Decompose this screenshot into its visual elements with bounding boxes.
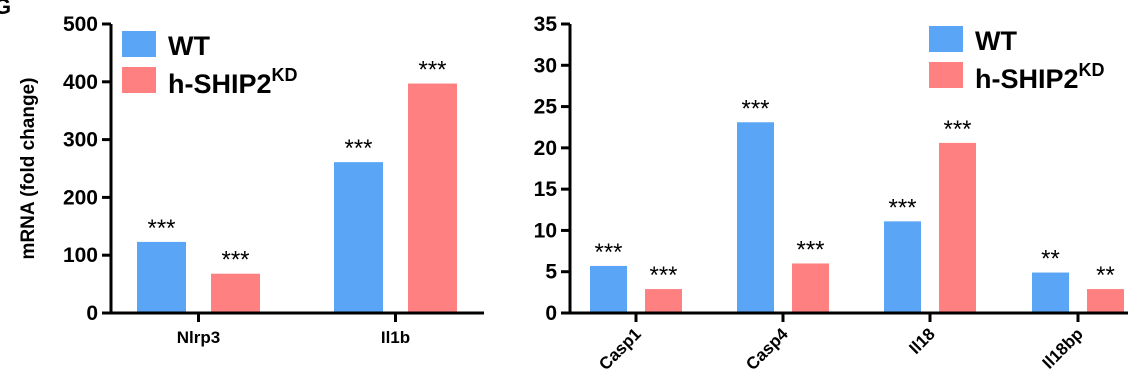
y-tick-label: 300 bbox=[63, 129, 98, 152]
x-tick-label: Casp1 bbox=[595, 324, 645, 374]
legend-label-wt: WT bbox=[168, 31, 210, 61]
bar-wt-casp4 bbox=[737, 122, 774, 313]
significance-label: *** bbox=[796, 236, 824, 263]
x-tick-label: Il18bp bbox=[1039, 324, 1087, 372]
significance-label: *** bbox=[594, 239, 622, 266]
bar-wt-il1b bbox=[334, 162, 383, 313]
legend-label-wt: WT bbox=[975, 26, 1017, 56]
significance-label: ** bbox=[1041, 246, 1060, 273]
significance-label: *** bbox=[741, 95, 769, 122]
y-tick-label: 15 bbox=[534, 178, 558, 201]
bar-wt-il18bp bbox=[1032, 272, 1069, 313]
y-tick-label: 5 bbox=[545, 261, 557, 284]
y-axis-label: mRNA (fold change) bbox=[18, 78, 39, 260]
significance-label: ** bbox=[1096, 262, 1115, 289]
significance-label: *** bbox=[888, 194, 916, 221]
bar-wt-nlrp3 bbox=[137, 241, 186, 313]
x-tick-label: Il1b bbox=[381, 328, 410, 347]
bar-kd-il18 bbox=[939, 142, 976, 313]
x-tick-label: Il18 bbox=[905, 324, 938, 357]
legend-swatch-kd bbox=[122, 67, 156, 93]
legend-label-kd: h-SHIP2KD bbox=[168, 65, 298, 99]
y-tick-label: 100 bbox=[63, 244, 98, 267]
y-tick-label: 200 bbox=[63, 186, 98, 209]
bar-kd-casp4 bbox=[792, 263, 829, 313]
significance-label: *** bbox=[649, 262, 677, 289]
legend-label-kd: h-SHIP2KD bbox=[975, 60, 1105, 94]
y-tick-label: 0 bbox=[86, 302, 98, 325]
bar-kd-casp1 bbox=[645, 289, 682, 313]
bar-kd-nlrp3 bbox=[211, 273, 260, 313]
legend-swatch-wt bbox=[929, 26, 963, 52]
panel-label: G bbox=[0, 0, 11, 19]
bar-kd-il1b bbox=[408, 83, 457, 313]
bar-wt-il18 bbox=[884, 221, 921, 313]
y-tick-label: 20 bbox=[534, 137, 557, 160]
right-bar-chart: **********************05101520253035Casp… bbox=[534, 13, 1128, 374]
significance-label: *** bbox=[221, 247, 249, 274]
bar-wt-casp1 bbox=[590, 265, 627, 313]
x-tick-label: Nlrp3 bbox=[177, 328, 220, 347]
y-tick-label: 0 bbox=[545, 302, 557, 325]
significance-label: *** bbox=[147, 215, 175, 242]
significance-label: *** bbox=[418, 57, 446, 84]
y-tick-label: 25 bbox=[534, 96, 558, 119]
y-tick-label: 400 bbox=[63, 71, 98, 94]
significance-label: *** bbox=[344, 135, 372, 162]
y-tick-label: 500 bbox=[63, 13, 98, 36]
left-bar-chart: *** *** *** *** 0 100 200 300 400 500 Nlrp3 Il1b mRN… bbox=[18, 13, 484, 347]
legend-swatch-kd bbox=[929, 62, 963, 88]
significance-label: *** bbox=[943, 116, 971, 143]
y-tick-label: 35 bbox=[534, 13, 558, 36]
bar-kd-il18bp bbox=[1087, 289, 1124, 313]
y-tick-label: 30 bbox=[534, 54, 557, 77]
y-tick-label: 10 bbox=[534, 219, 557, 242]
x-tick-label: Casp4 bbox=[742, 324, 792, 374]
legend-swatch-wt bbox=[122, 31, 156, 57]
